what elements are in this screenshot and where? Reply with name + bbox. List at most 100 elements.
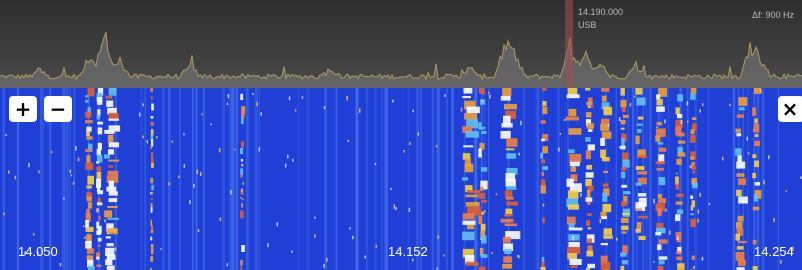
signal-segment (603, 204, 612, 212)
speck (200, 172, 202, 176)
signal-segment (542, 218, 545, 224)
signal-segment (464, 88, 473, 94)
speck (210, 124, 212, 126)
speck (520, 121, 522, 125)
speck (489, 95, 491, 99)
signal-segment (105, 96, 112, 99)
signal-segment (677, 153, 685, 157)
speck (687, 121, 689, 123)
signal-segment (587, 239, 592, 244)
speck (78, 158, 80, 162)
faint-streak (408, 88, 409, 270)
speck (289, 97, 291, 101)
signal-segment (603, 183, 609, 187)
signal-segment (566, 117, 579, 121)
signal-segment (675, 177, 679, 185)
signal-segment (676, 257, 682, 261)
signal-segment (659, 256, 668, 259)
signal-segment (621, 146, 626, 150)
signal-segment (621, 185, 627, 188)
signal-segment (542, 88, 547, 91)
signal-segment (96, 162, 99, 164)
signal-segment (621, 172, 625, 178)
signal-segment (677, 209, 683, 214)
speck (394, 204, 396, 208)
signal-segment (587, 202, 591, 205)
signal-segment (692, 171, 695, 174)
signal-segment (241, 164, 243, 167)
speck (616, 238, 618, 241)
signal-segment (676, 202, 683, 205)
signal-segment (481, 167, 488, 171)
signal-segment (85, 112, 91, 119)
signal-segment (586, 198, 593, 202)
speck (189, 200, 191, 204)
signal-segment (736, 162, 745, 169)
signal-segment (109, 119, 119, 121)
speck (653, 199, 655, 203)
signal-segment (675, 214, 680, 221)
speck (287, 155, 289, 159)
speck (267, 243, 269, 247)
signal-segment (690, 196, 693, 200)
faint-streak (451, 88, 454, 270)
speck (259, 147, 261, 151)
signal-segment (108, 135, 114, 143)
signal-segment (501, 131, 511, 139)
signal-segment (659, 239, 668, 243)
speck (653, 261, 655, 263)
signal-segment (567, 247, 580, 254)
speck (690, 165, 692, 167)
zoom-out-label[interactable]: − (50, 97, 67, 121)
signal-segment (151, 116, 154, 119)
signal-segment (109, 142, 120, 147)
speck (241, 189, 243, 193)
signal-segment (106, 101, 113, 107)
signal-segment (107, 265, 115, 270)
signal-segment (151, 198, 153, 200)
speck (71, 175, 73, 177)
signal-segment (87, 255, 94, 260)
signal-segment (97, 245, 100, 247)
signal-segment (107, 206, 118, 208)
speck (697, 219, 699, 223)
signal-segment (586, 150, 591, 159)
signal-segment (109, 198, 118, 202)
signal-segment (240, 260, 242, 266)
speck (409, 208, 411, 212)
signal-segment (621, 226, 628, 230)
close-button[interactable]: × (778, 96, 802, 122)
speck (73, 182, 75, 185)
signal-segment (106, 187, 116, 192)
signal-segment (754, 195, 758, 202)
signal-segment (738, 97, 747, 106)
zoom-in-label[interactable]: + (15, 97, 32, 121)
speck (359, 108, 361, 112)
close-label[interactable]: × (782, 97, 799, 121)
speck (491, 252, 493, 254)
signal-segment (636, 98, 645, 106)
speck (786, 190, 788, 192)
speck (404, 150, 406, 153)
marker-frequency: 14.190.000 (578, 7, 623, 17)
speck (277, 222, 279, 226)
zoom-out-button[interactable]: − (44, 96, 72, 122)
signal-segment (97, 122, 103, 125)
signal-segment (96, 230, 101, 235)
signal-segment (602, 96, 607, 102)
signal-segment (658, 142, 664, 144)
signal-segment (481, 92, 485, 94)
signal-segment (623, 191, 631, 194)
speck (60, 263, 62, 266)
signal-segment (585, 137, 590, 142)
signal-segment (478, 193, 485, 199)
signal-segment (478, 216, 482, 224)
zoom-in-button[interactable]: + (9, 96, 37, 122)
signal-segment (676, 251, 681, 254)
signal-segment (151, 249, 153, 254)
signal-segment (98, 216, 101, 220)
signal-segment (635, 88, 642, 95)
signal-segment (656, 94, 660, 99)
faint-streak (632, 88, 634, 270)
speck (444, 94, 446, 97)
